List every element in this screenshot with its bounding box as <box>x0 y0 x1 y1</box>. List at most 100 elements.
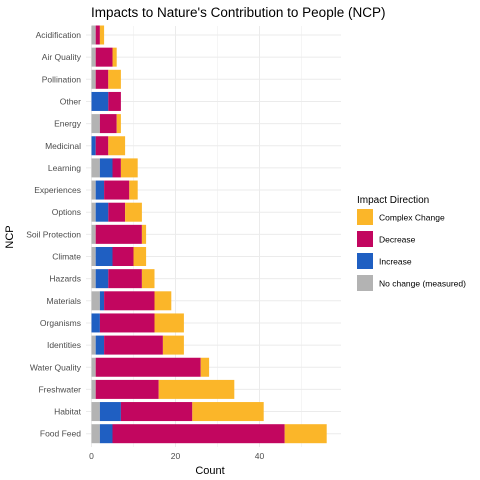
y-tick-label: Other <box>60 96 81 106</box>
y-tick-label: Soil Protection <box>26 229 81 239</box>
y-tick-label: Habitat <box>54 407 82 417</box>
bar-freshwater-no-change-measured <box>91 379 96 399</box>
y-tick-label: Organisms <box>40 318 81 328</box>
bar-materials-no-change-measured <box>91 291 100 311</box>
legend-label-no-change-measured: No change (measured) <box>379 279 466 289</box>
y-tick-label: Freshwater <box>38 384 81 394</box>
legend-title: Impact Direction <box>357 195 429 206</box>
y-tick-label: Climate <box>52 252 81 262</box>
x-tick-labels: 0 20 40 <box>89 451 264 461</box>
bar-options-increase <box>95 202 109 222</box>
bar-pollination-no-change-measured <box>91 69 96 89</box>
x-tick-label: 40 <box>255 451 265 461</box>
bar-acidification-decrease <box>95 25 100 45</box>
bar-soil-protection-complex-change <box>141 224 147 244</box>
legend-swatch-increase <box>357 253 373 269</box>
x-tick-label: 20 <box>171 451 181 461</box>
bar-learning-decrease <box>112 158 121 178</box>
bar-climate-decrease <box>112 247 134 266</box>
bar-medicinal-complex-change <box>108 136 126 156</box>
bars <box>91 25 327 444</box>
bar-hazards-increase <box>95 269 109 289</box>
bar-learning-no-change-measured <box>91 158 100 178</box>
bar-materials-complex-change <box>154 291 172 311</box>
bar-learning-increase <box>99 158 113 178</box>
y-tick-label: Materials <box>47 296 81 306</box>
bar-identities-complex-change <box>162 335 184 355</box>
bar-soil-protection-no-change-measured <box>91 224 96 244</box>
bar-climate-complex-change <box>133 247 147 266</box>
y-tick-label: Options <box>52 207 81 217</box>
bar-air-quality-no-change-measured <box>91 47 96 67</box>
bar-habitat-complex-change <box>192 402 264 422</box>
bar-experiences-decrease <box>104 180 130 200</box>
bar-climate-no-change-measured <box>91 247 96 266</box>
bar-identities-increase <box>95 335 105 355</box>
y-tick-label: Acidification <box>36 30 82 40</box>
y-tick-label: Pollination <box>42 74 81 84</box>
legend-label-complex-change: Complex Change <box>379 213 445 223</box>
bar-identities-no-change-measured <box>91 335 96 355</box>
y-axis-title: NCP <box>4 225 16 248</box>
bar-organisms-complex-change <box>154 313 184 333</box>
bar-habitat-increase <box>99 402 121 422</box>
bar-learning-complex-change <box>120 158 138 178</box>
bar-other-increase <box>91 91 109 111</box>
bar-organisms-increase <box>91 313 100 333</box>
x-tick-label: 0 <box>89 451 94 461</box>
y-tick-label: Identities <box>47 340 81 350</box>
bar-air-quality-decrease <box>95 47 113 67</box>
bar-freshwater-complex-change <box>158 379 235 399</box>
bar-climate-increase <box>95 247 113 266</box>
legend-swatch-no-change-measured <box>357 275 373 291</box>
bar-other-decrease <box>108 91 121 111</box>
bar-food-feed-increase <box>99 424 113 444</box>
bar-water-quality-no-change-measured <box>91 357 96 377</box>
legend-label-decrease: Decrease <box>379 235 416 245</box>
bar-food-feed-no-change-measured <box>91 424 100 444</box>
bar-acidification-complex-change <box>99 25 105 45</box>
y-tick-label: Experiences <box>34 185 81 195</box>
bar-soil-protection-decrease <box>95 224 142 244</box>
bar-habitat-decrease <box>120 402 193 422</box>
y-tick-label: Hazards <box>49 274 81 284</box>
legend-label-increase: Increase <box>379 257 412 267</box>
bar-water-quality-complex-change <box>200 357 210 377</box>
legend-swatch-complex-change <box>357 209 373 225</box>
bar-food-feed-complex-change <box>284 424 327 444</box>
bar-experiences-complex-change <box>129 180 138 200</box>
bar-pollination-decrease <box>95 69 109 89</box>
bar-habitat-no-change-measured <box>91 402 100 422</box>
bar-materials-increase <box>99 291 105 311</box>
bar-acidification-no-change-measured <box>91 25 96 45</box>
y-tick-label: Water Quality <box>30 362 82 372</box>
bar-freshwater-decrease <box>95 379 159 399</box>
chart-title: Impacts to Nature's Contribution to Peop… <box>91 5 385 20</box>
y-tick-label: Energy <box>54 119 82 129</box>
y-tick-label: Learning <box>48 163 81 173</box>
bar-energy-no-change-measured <box>91 114 100 134</box>
bar-pollination-complex-change <box>108 69 121 89</box>
bar-identities-decrease <box>104 335 163 355</box>
bar-options-complex-change <box>125 202 142 222</box>
y-tick-label: Medicinal <box>45 141 81 151</box>
bar-options-no-change-measured <box>91 202 96 222</box>
bar-energy-complex-change <box>116 114 121 134</box>
y-tick-label: Air Quality <box>42 52 82 62</box>
bar-materials-decrease <box>104 291 155 311</box>
y-tick-label: Food Feed <box>40 429 81 439</box>
legend: Impact Direction Complex Change Decrease I… <box>357 195 466 291</box>
bar-experiences-no-change-measured <box>91 180 96 200</box>
bar-hazards-no-change-measured <box>91 269 96 289</box>
bar-water-quality-decrease <box>95 357 201 377</box>
bar-medicinal-increase <box>91 136 96 156</box>
bar-medicinal-decrease <box>95 136 109 156</box>
bar-air-quality-complex-change <box>112 47 117 67</box>
y-tick-labels: Acidification Air Quality Pollination Other… <box>26 30 82 439</box>
x-axis-title: Count <box>195 465 224 477</box>
bar-hazards-decrease <box>108 269 142 289</box>
bar-food-feed-decrease <box>112 424 285 444</box>
bar-hazards-complex-change <box>141 269 155 289</box>
bar-options-decrease <box>108 202 126 222</box>
